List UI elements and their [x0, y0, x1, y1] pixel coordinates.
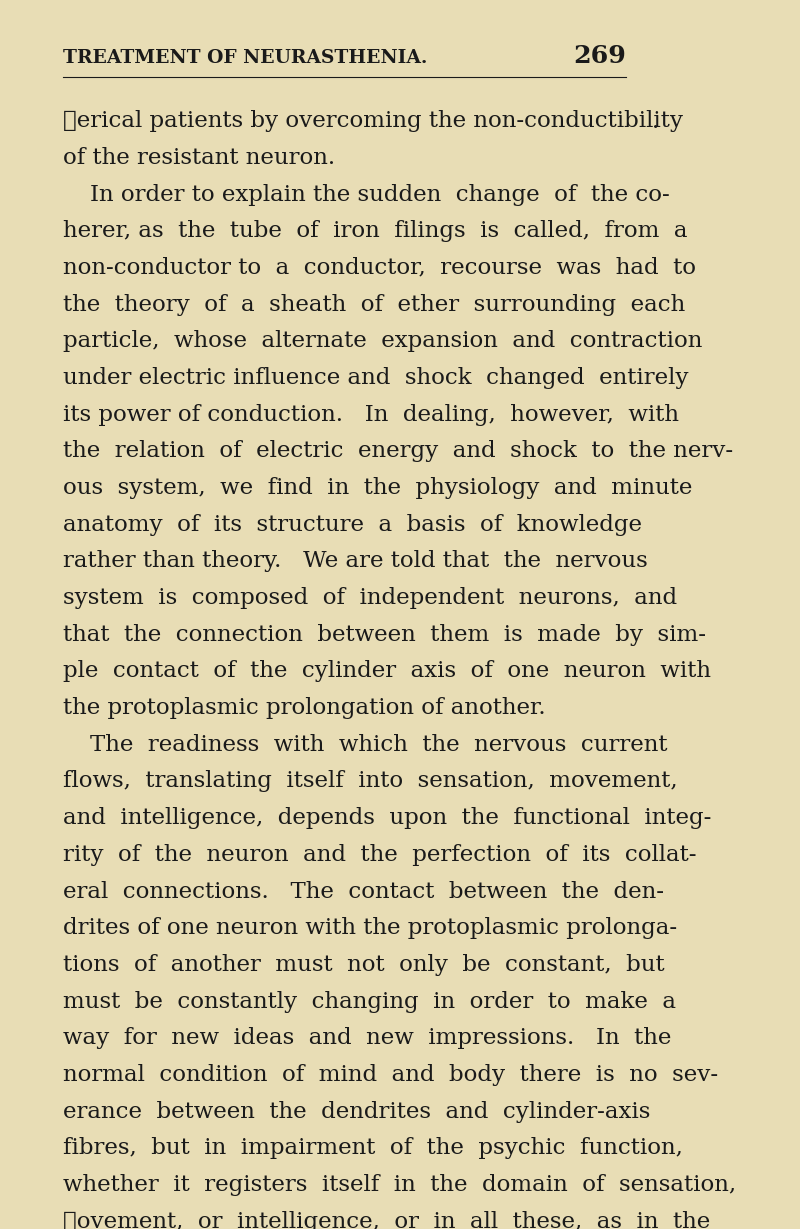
- Text: way  for  new  ideas  and  new  impressions.   In  the: way for new ideas and new impressions. I…: [63, 1027, 672, 1050]
- Text: the  relation  of  electric  energy  and  shock  to  the nerv-: the relation of electric energy and shoc…: [63, 440, 734, 462]
- Text: anatomy  of  its  structure  a  basis  of  knowledge: anatomy of its structure a basis of know…: [63, 514, 642, 536]
- Text: rather than theory.   We are told that  the  nervous: rather than theory. We are told that the…: [63, 551, 648, 573]
- Text: particle,  whose  alternate  expansion  and  contraction: particle, whose alternate expansion and …: [63, 331, 703, 353]
- Text: ㎠ovement,  or  intelligence,  or  in  all  these,  as  in  the: ㎠ovement, or intelligence, or in all the…: [63, 1211, 710, 1229]
- Text: that  the  connection  between  them  is  made  by  sim-: that the connection between them is made…: [63, 624, 706, 645]
- Text: 269: 269: [574, 44, 626, 68]
- Text: ous  system,  we  find  in  the  physiology  and  minute: ous system, we find in the physiology an…: [63, 477, 693, 499]
- Text: eral  connections.   The  contact  between  the  den-: eral connections. The contact between th…: [63, 880, 665, 902]
- Text: Ⲟerical patients by overcoming the non-conductibility: Ⲟerical patients by overcoming the non-c…: [63, 111, 683, 133]
- Text: of the resistant neuron.: of the resistant neuron.: [63, 146, 335, 168]
- Text: drites of one neuron with the protoplasmic prolonga-: drites of one neuron with the protoplasm…: [63, 917, 678, 939]
- Text: the  theory  of  a  sheath  of  ether  surrounding  each: the theory of a sheath of ether surround…: [63, 294, 686, 316]
- Text: TREATMENT OF NEURASTHENIA.: TREATMENT OF NEURASTHENIA.: [63, 49, 428, 66]
- Text: the protoplasmic prolongation of another.: the protoplasmic prolongation of another…: [63, 697, 546, 719]
- Text: herer, as  the  tube  of  iron  filings  is  called,  from  a: herer, as the tube of iron filings is ca…: [63, 220, 688, 242]
- Text: its power of conduction.   In  dealing,  however,  with: its power of conduction. In dealing, how…: [63, 403, 679, 425]
- Text: erance  between  the  dendrites  and  cylinder-axis: erance between the dendrites and cylinde…: [63, 1101, 651, 1122]
- Text: ple  contact  of  the  cylinder  axis  of  one  neuron  with: ple contact of the cylinder axis of one …: [63, 660, 711, 682]
- Text: In order to explain the sudden  change  of  the co-: In order to explain the sudden change of…: [90, 183, 670, 205]
- Text: fibres,  but  in  impairment  of  the  psychic  function,: fibres, but in impairment of the psychic…: [63, 1137, 683, 1159]
- Text: system  is  composed  of  independent  neurons,  and: system is composed of independent neuron…: [63, 587, 678, 610]
- Text: non-conductor to  a  conductor,  recourse  was  had  to: non-conductor to a conductor, recourse w…: [63, 257, 697, 279]
- Text: The  readiness  with  which  the  nervous  current: The readiness with which the nervous cur…: [90, 734, 667, 756]
- Text: normal  condition  of  mind  and  body  there  is  no  sev-: normal condition of mind and body there …: [63, 1064, 718, 1086]
- Text: must  be  constantly  changing  in  order  to  make  a: must be constantly changing in order to …: [63, 991, 677, 1013]
- Text: whether  it  registers  itself  in  the  domain  of  sensation,: whether it registers itself in the domai…: [63, 1174, 737, 1196]
- Text: and  intelligence,  depends  upon  the  functional  integ-: and intelligence, depends upon the funct…: [63, 807, 712, 830]
- Text: under electric influence and  shock  changed  entirely: under electric influence and shock chang…: [63, 367, 689, 388]
- Text: tions  of  another  must  not  only  be  constant,  but: tions of another must not only be consta…: [63, 954, 665, 976]
- Text: .: .: [652, 112, 659, 133]
- Text: flows,  translating  itself  into  sensation,  movement,: flows, translating itself into sensation…: [63, 771, 678, 793]
- Text: rity  of  the  neuron  and  the  perfection  of  its  collat-: rity of the neuron and the perfection of…: [63, 844, 697, 866]
